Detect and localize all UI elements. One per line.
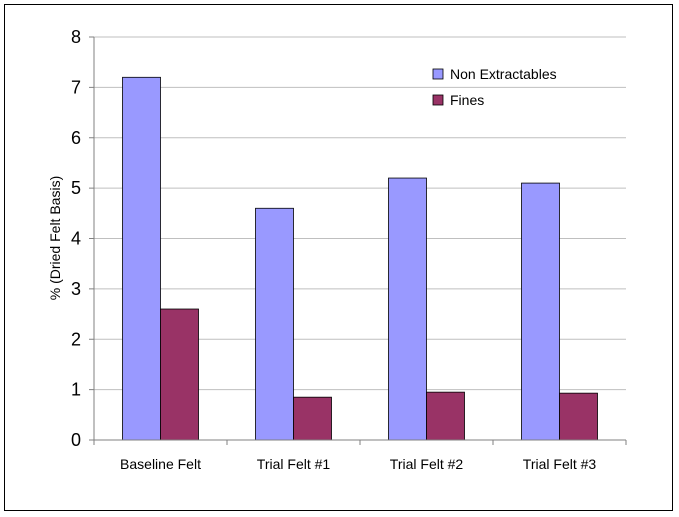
x-tick-label-1: Baseline Felt — [120, 456, 201, 472]
legend-swatch-fines — [432, 94, 444, 106]
legend-swatch-non-extractables — [432, 68, 444, 80]
y-tick-label-1: 1 — [71, 380, 81, 400]
y-axis-title: % (Dried Felt Basis) — [47, 176, 63, 300]
bar-non-extractables-1 — [122, 76, 161, 441]
bar-non-extractables-3 — [388, 177, 427, 441]
bar-fines-3 — [426, 391, 465, 441]
x-tick-labels: Baseline Felt Trial Felt #1 Trial Felt #2 T… — [93, 440, 627, 472]
bar-fines-2 — [293, 396, 332, 441]
y-tick-label-8: 8 — [71, 27, 81, 47]
bar-non-extractables-2 — [255, 207, 294, 441]
y-tick-label-3: 3 — [71, 279, 81, 299]
y-tick-label-2: 2 — [71, 329, 81, 349]
legend-label-fines: Fines — [450, 92, 484, 108]
x-tick-label-3: Trial Felt #2 — [390, 456, 464, 472]
y-tick-label-0: 0 — [71, 430, 81, 450]
x-tick-label-4: Trial Felt #3 — [523, 456, 597, 472]
y-tick-label-7: 7 — [71, 77, 81, 97]
bar-fines-1 — [160, 308, 199, 441]
bar-non-extractables-4 — [521, 182, 560, 441]
legend: Non Extractables Fines — [432, 66, 557, 108]
bar-fines-4 — [559, 392, 598, 441]
legend-label-non-extractables: Non Extractables — [450, 66, 557, 82]
bars — [122, 76, 598, 441]
y-tick-label-6: 6 — [71, 128, 81, 148]
y-tick-labels: 0 1 2 3 4 5 6 7 8 — [71, 27, 81, 450]
y-tick-label-4: 4 — [71, 229, 81, 249]
y-tick-label-5: 5 — [71, 178, 81, 198]
x-tick-label-2: Trial Felt #1 — [257, 456, 331, 472]
